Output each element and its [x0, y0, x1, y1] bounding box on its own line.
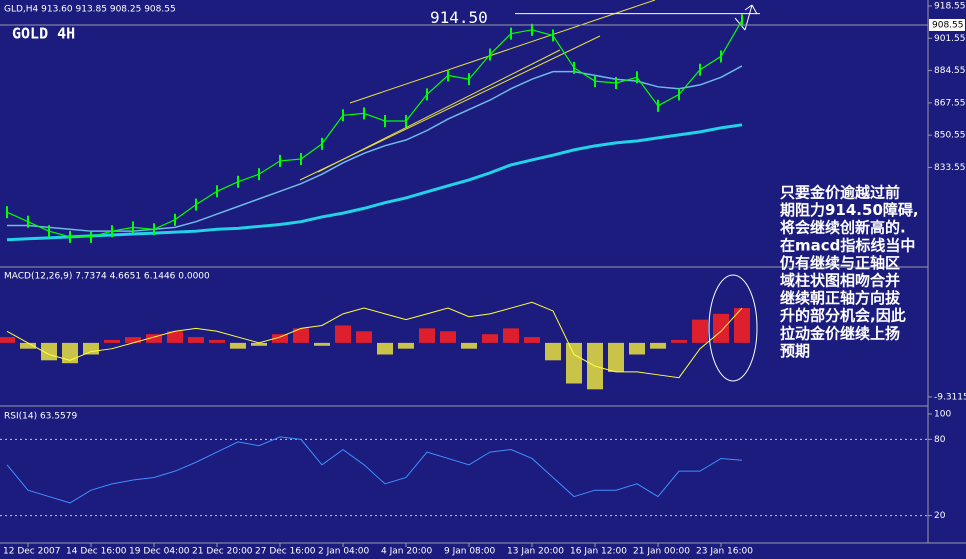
macd-bar	[335, 325, 351, 343]
macd-bar	[545, 342, 561, 361]
macd-bar	[0, 337, 15, 343]
annotation-text: 将会继续创新高的.	[780, 219, 906, 237]
macd-bar	[650, 342, 666, 349]
x-tick-label: 9 Jan 08:00	[444, 547, 496, 557]
macd-bar	[671, 339, 687, 343]
last-price-label: 908.55	[932, 20, 964, 30]
series-line	[6, 123, 743, 242]
macd-bar	[566, 342, 582, 384]
y-tick-label: 833.55	[934, 163, 966, 173]
x-tick-label: 21 Jan 00:00	[633, 547, 690, 557]
y-tick-label: 901.55	[934, 34, 966, 44]
y-tick-label: 867.55	[934, 98, 966, 108]
macd-bar	[272, 334, 288, 343]
series-line	[6, 20, 743, 238]
y-tick-label: 20	[934, 511, 946, 521]
level-label: 914.50	[430, 8, 488, 27]
highlight-ellipse	[708, 274, 758, 382]
macd-bar	[734, 308, 750, 343]
annotation-text: 预期	[780, 342, 810, 360]
macd-bar	[503, 328, 519, 343]
x-tick-label: 2 Jan 04:00	[318, 547, 370, 557]
x-tick-label: 14 Dec 16:00	[66, 547, 127, 557]
macd-bar	[629, 342, 645, 355]
macd-bar	[608, 342, 624, 372]
macd-bar	[125, 337, 141, 343]
y-tick-label: 884.55	[934, 66, 966, 76]
macd-bar	[314, 342, 330, 346]
macd-bar	[293, 328, 309, 343]
annotation-text: 只要金价逾越过前	[780, 184, 900, 202]
macd-bar	[83, 342, 99, 355]
macd-bar	[188, 337, 204, 343]
annotation-text: 在macd指标线当中	[780, 236, 915, 254]
macd-bar	[524, 337, 540, 343]
macd-bar	[251, 342, 267, 346]
annotation-text: 仍有继续与正轴区	[779, 254, 900, 272]
macd-bar	[461, 342, 477, 349]
rsi-header: RSI(14) 63.5579	[4, 412, 77, 422]
y-tick-label: -9.3115	[934, 392, 966, 402]
chart-title: GOLD 4H	[12, 25, 75, 43]
macd-bar	[209, 339, 225, 343]
macd-bar	[377, 342, 393, 355]
price-header: GLD,H4 913.60 913.85 908.25 908.55	[4, 5, 176, 15]
annotation-text: 升的部分机会,因此	[780, 307, 906, 325]
macd-bar	[398, 342, 414, 349]
last-price-box	[929, 18, 965, 31]
macd-bar	[482, 334, 498, 343]
series-line	[7, 65, 743, 232]
x-tick-label: 21 Dec 20:00	[192, 547, 253, 557]
y-tick-label: 850.55	[934, 131, 966, 141]
y-tick-label: 80	[934, 435, 946, 445]
macd-header: MACD(12,26,9) 7.7374 4.6651 6.1446 0.000…	[4, 272, 210, 282]
series-line	[6, 301, 743, 379]
y-tick-label: 100	[934, 410, 951, 420]
x-tick-label: 12 Dec 2007	[3, 547, 61, 557]
annotation-text: 域柱状图相吻合并	[780, 272, 900, 290]
x-tick-label: 16 Jan 12:00	[570, 547, 627, 557]
macd-bar	[692, 319, 708, 343]
trend-lines	[299, 0, 656, 181]
macd-bar	[713, 313, 729, 343]
macd-bar	[356, 331, 372, 343]
annotation-text: 继续朝正轴方向拔	[780, 289, 901, 307]
annotation-text: 拉动金价继续上扬	[780, 324, 900, 342]
series-line	[6, 436, 743, 504]
y-tick-label: 918.55	[934, 1, 966, 11]
macd-bar	[419, 328, 435, 343]
x-tick-label: 19 Dec 04:00	[129, 547, 190, 557]
macd-bar	[440, 331, 456, 343]
annotation-text: 期阻力914.50障碍,	[780, 201, 919, 219]
macd-bar	[104, 339, 120, 343]
macd-bar	[146, 334, 162, 343]
macd-bar	[230, 342, 246, 349]
macd-bar	[20, 342, 36, 349]
x-tick-label: 4 Jan 20:00	[381, 547, 433, 557]
macd-bar	[167, 331, 183, 343]
x-tick-label: 13 Jan 20:00	[507, 547, 564, 557]
x-tick-label: 23 Jan 16:00	[696, 547, 753, 557]
x-tick-label: 27 Dec 16:00	[255, 547, 316, 557]
